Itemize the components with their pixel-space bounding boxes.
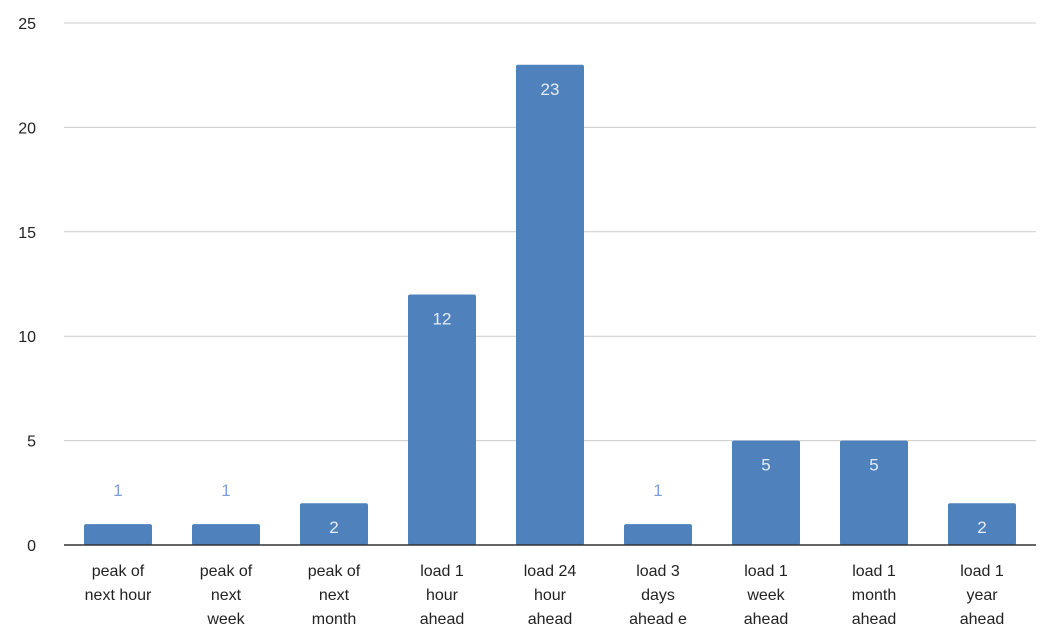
x-category-label: load 3 days ahead e [629,563,687,628]
x-category-label-line: ahead e [629,611,687,628]
data-label: 5 [869,456,878,475]
x-category-label: load 1 month ahead [852,563,897,628]
x-category-label: load 1 hour ahead [420,563,465,628]
x-category-label-line: hour [426,587,459,604]
x-category-label-line: peak of [200,563,253,580]
x-category-label-line: peak of [308,563,361,580]
bar [192,524,260,545]
x-category-label: peak of next month [308,563,361,628]
data-label: 2 [977,518,986,537]
y-tick-label: 20 [18,120,36,137]
y-tick-label: 15 [18,225,36,242]
x-category-label-line: hour [534,587,567,604]
x-category-label-line: peak of [92,563,145,580]
x-category-label-line: load 24 [524,563,577,580]
data-label: 1 [653,481,662,500]
data-label: 2 [329,518,338,537]
y-tick-label: 10 [18,329,36,346]
x-category-label-line: month [312,611,356,628]
data-label: 1 [113,481,122,500]
x-category-label-line: load 1 [420,563,464,580]
y-tick-label: 0 [27,538,36,555]
x-category-label-line: load 1 [744,563,788,580]
data-label: 23 [541,80,560,99]
x-category-label: peak of next week [200,563,253,628]
x-category-label-line: ahead [744,611,789,628]
x-category-label-line: ahead [852,611,897,628]
x-category-label-line: week [746,587,785,604]
bar [516,64,584,545]
data-label: 12 [433,309,452,328]
bar [408,294,476,545]
bar [840,440,908,545]
x-category-label-line: next hour [85,587,152,604]
x-category-label: peak of next hour [85,563,152,604]
x-category-label-line: week [206,611,245,628]
y-axis-tick-labels: 0 5 10 15 20 25 [18,16,36,555]
x-category-label-line: load 1 [960,563,1004,580]
bar [84,524,152,545]
x-category-label-line: next [319,587,350,604]
bars [84,64,1016,545]
y-tick-label: 5 [27,434,36,451]
data-label: 5 [761,456,770,475]
x-category-label-line: next [211,587,242,604]
x-category-label: load 1 year ahead [960,563,1005,628]
x-category-label: load 24 hour ahead [524,563,577,628]
x-axis-category-labels: peak of next hour peak of next week peak of ne… [85,563,1005,628]
y-tick-label: 25 [18,16,36,33]
x-category-label-line: load 1 [852,563,896,580]
x-category-label: load 1 week ahead [744,563,789,628]
x-category-label-line: days [641,587,675,604]
data-label: 1 [221,481,230,500]
bar [624,524,692,545]
x-category-label-line: ahead [960,611,1005,628]
bar [948,503,1016,545]
x-category-label-line: year [966,587,998,604]
x-category-label-line: ahead [528,611,573,628]
x-category-label-line: load 3 [636,563,680,580]
x-category-label-line: month [852,587,896,604]
bar [300,503,368,545]
x-category-label-line: ahead [420,611,465,628]
bar [732,440,800,545]
